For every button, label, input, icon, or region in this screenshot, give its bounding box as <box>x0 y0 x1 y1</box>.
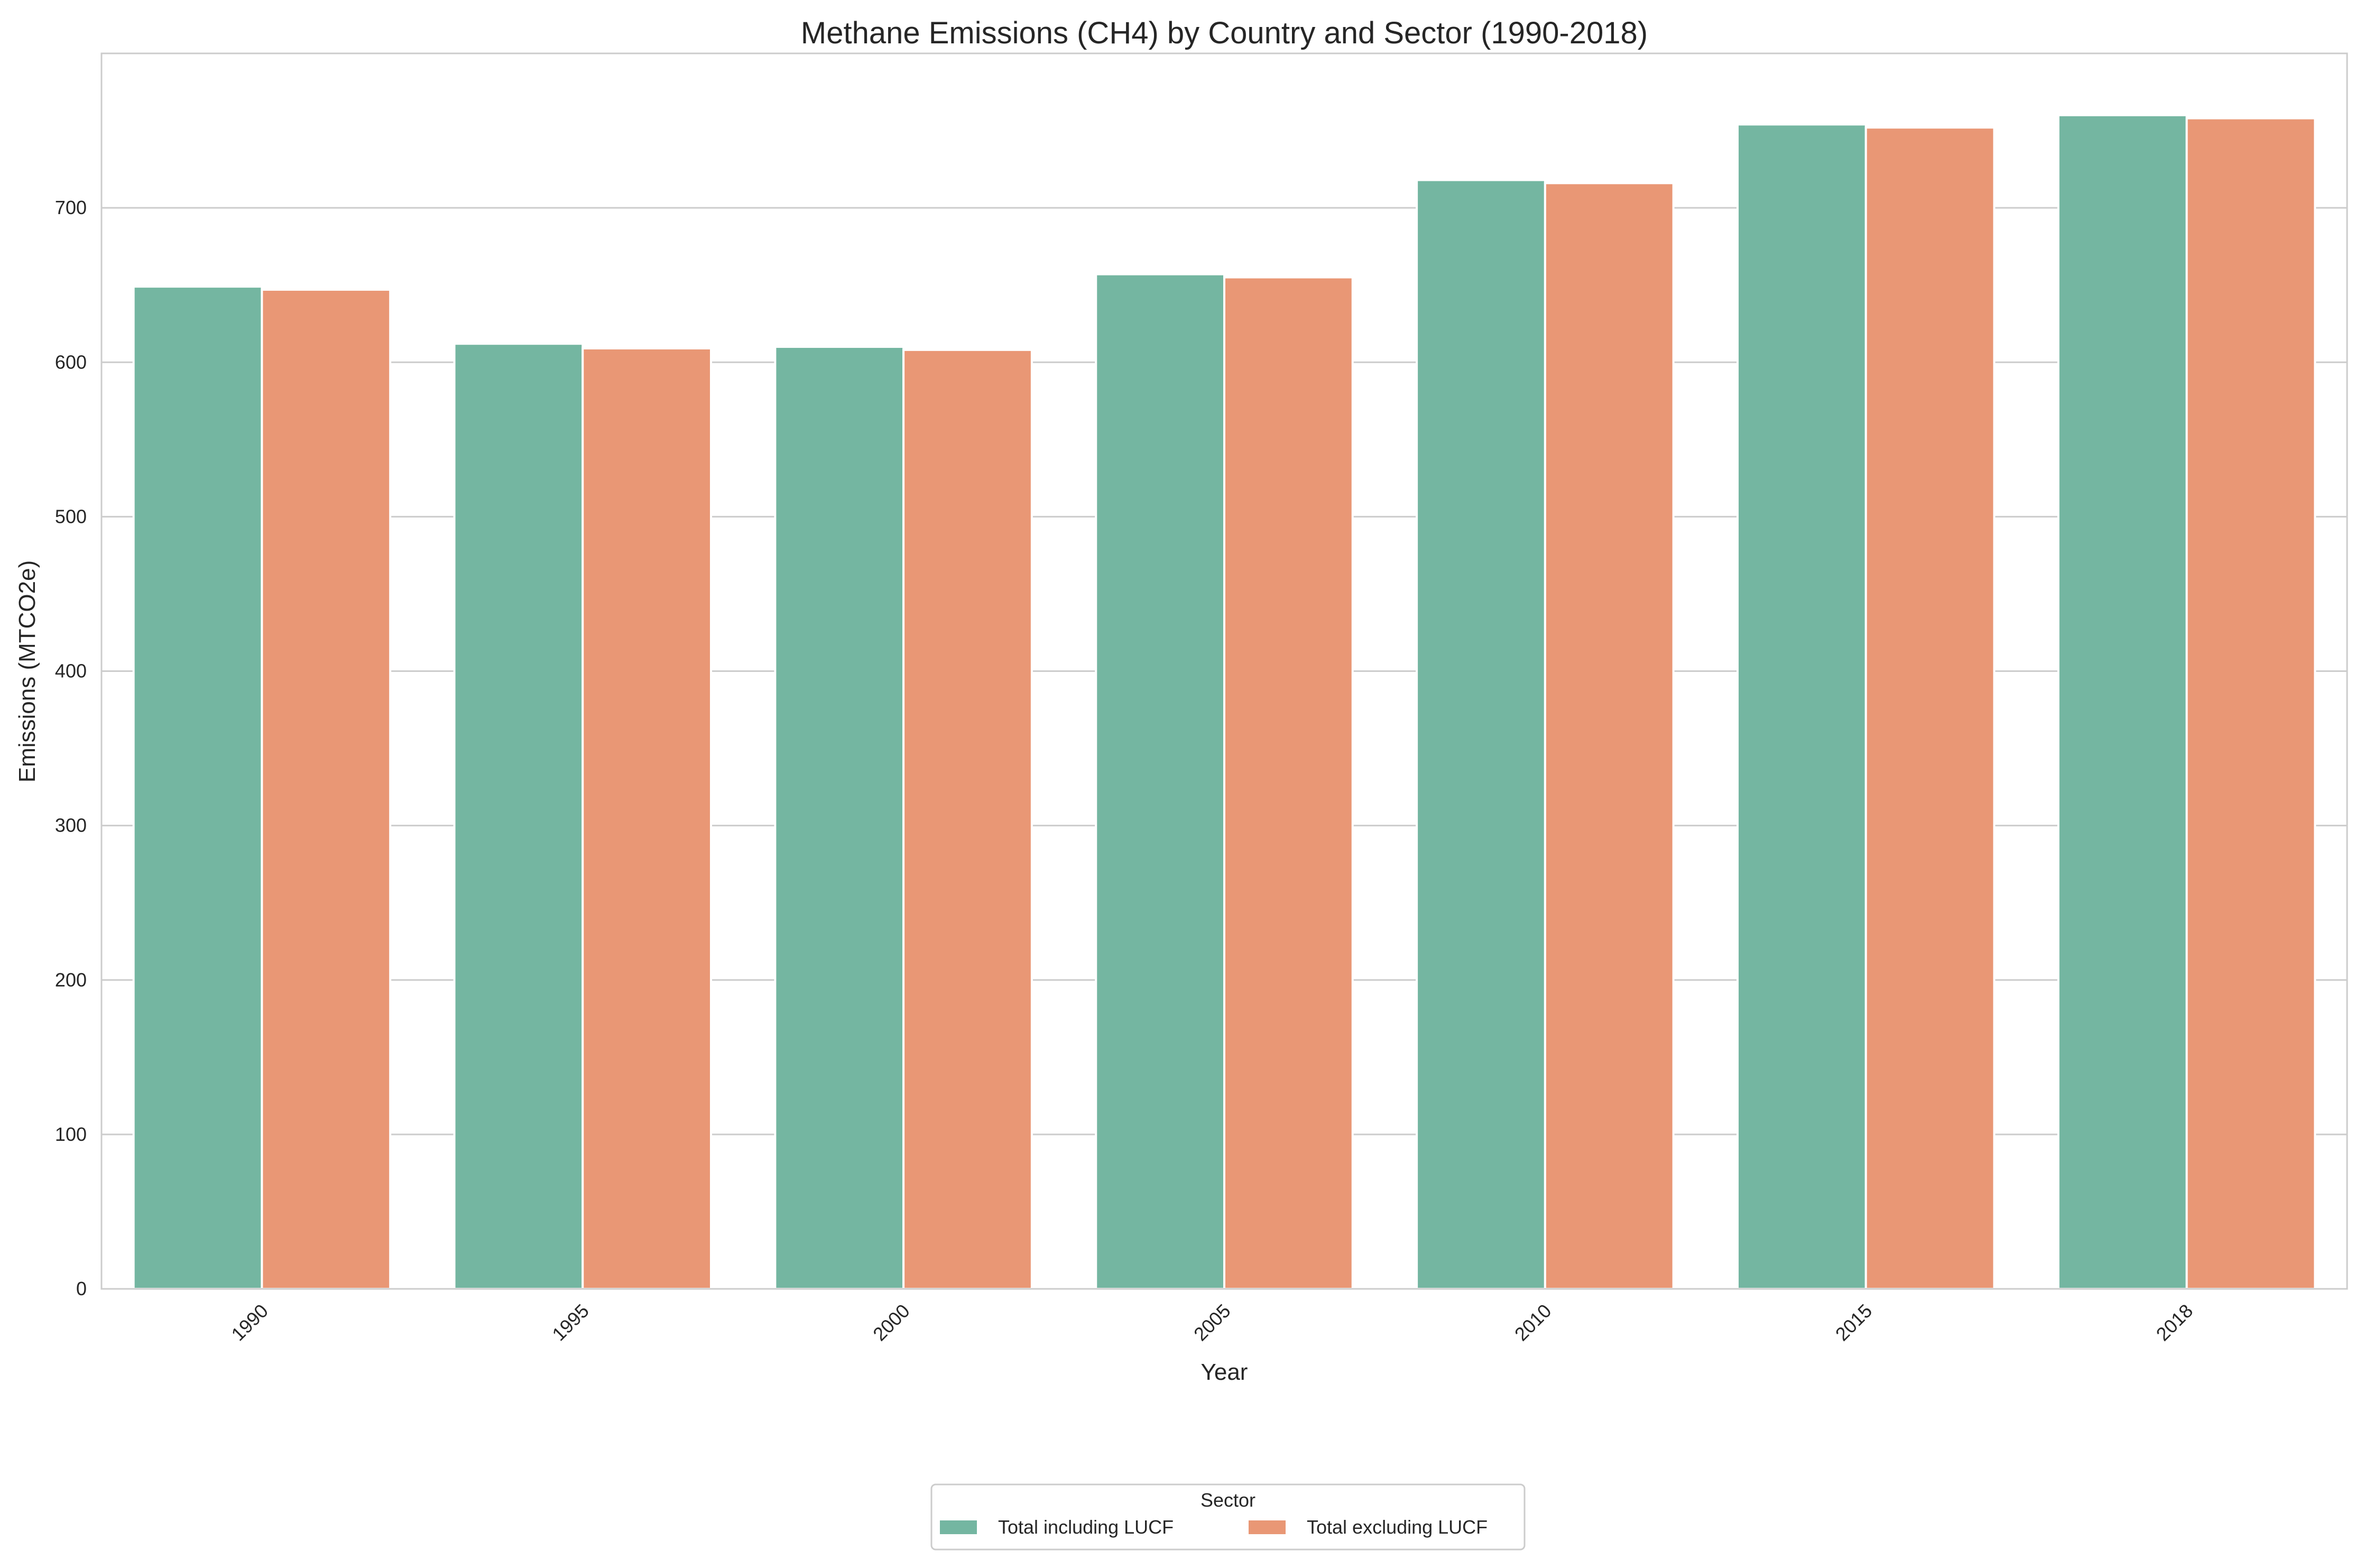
legend-label-including-lucf: Total including LUCF <box>998 1516 1174 1538</box>
bar-2000-series-1 <box>902 348 1033 1290</box>
bar-1995-series-1 <box>581 347 713 1290</box>
y-tick-label: 500 <box>55 505 87 527</box>
legend-title: Sector <box>1201 1489 1255 1511</box>
bar-2018-series-0 <box>2057 114 2188 1290</box>
y-axis-label: Emissions (MTCO2e) <box>14 560 40 783</box>
chart-title: Methane Emissions (CH4) by Country and S… <box>801 16 1648 50</box>
legend-box <box>930 1483 1526 1551</box>
bar-2015-series-1 <box>1864 126 1996 1290</box>
y-tick-label: 700 <box>55 197 87 218</box>
x-tick-label: 2015 <box>1831 1300 1877 1345</box>
x-tick-label: 2010 <box>1510 1300 1556 1345</box>
x-tick-label: 1990 <box>227 1300 272 1345</box>
x-tick-label: 2018 <box>2152 1300 2197 1345</box>
legend-label-excluding-lucf: Total excluding LUCF <box>1307 1516 1488 1538</box>
bar-1990-series-0 <box>132 285 263 1290</box>
x-tick-label: 2000 <box>869 1300 914 1345</box>
bar-2005-series-1 <box>1223 276 1354 1290</box>
bars <box>132 114 2316 1290</box>
y-axis-ticks: 0 100 200 300 400 500 600 700 <box>55 197 87 1299</box>
y-tick-label: 100 <box>55 1123 87 1145</box>
y-tick-label: 400 <box>55 660 87 682</box>
y-tick-label: 300 <box>55 815 87 836</box>
y-tick-label: 200 <box>55 969 87 991</box>
legend-swatch-excluding-lucf <box>1249 1520 1286 1534</box>
x-tick-label: 2005 <box>1189 1300 1235 1345</box>
bar-2010-series-1 <box>1544 182 1675 1290</box>
bar-2005-series-0 <box>1095 273 1225 1290</box>
bar-2015-series-0 <box>1736 123 1867 1290</box>
bar-2000-series-0 <box>774 346 905 1290</box>
y-tick-label: 0 <box>76 1278 87 1299</box>
bar-1995-series-0 <box>453 343 584 1290</box>
bar-2010-series-0 <box>1416 179 1546 1290</box>
y-tick-label: 600 <box>55 351 87 373</box>
legend-swatch-including-lucf <box>940 1520 977 1534</box>
bar-1990-series-1 <box>261 288 392 1290</box>
x-tick-label: 1995 <box>548 1300 593 1345</box>
plot-frame <box>100 52 2348 1290</box>
legend: Sector Total including LUCF Total exclud… <box>930 1483 1526 1551</box>
x-axis-label: Year <box>1201 1359 1248 1385</box>
x-axis-ticks: 1990 1995 2000 2005 2010 2015 2018 <box>227 1300 2197 1345</box>
bar-2018-series-1 <box>2185 117 2316 1290</box>
